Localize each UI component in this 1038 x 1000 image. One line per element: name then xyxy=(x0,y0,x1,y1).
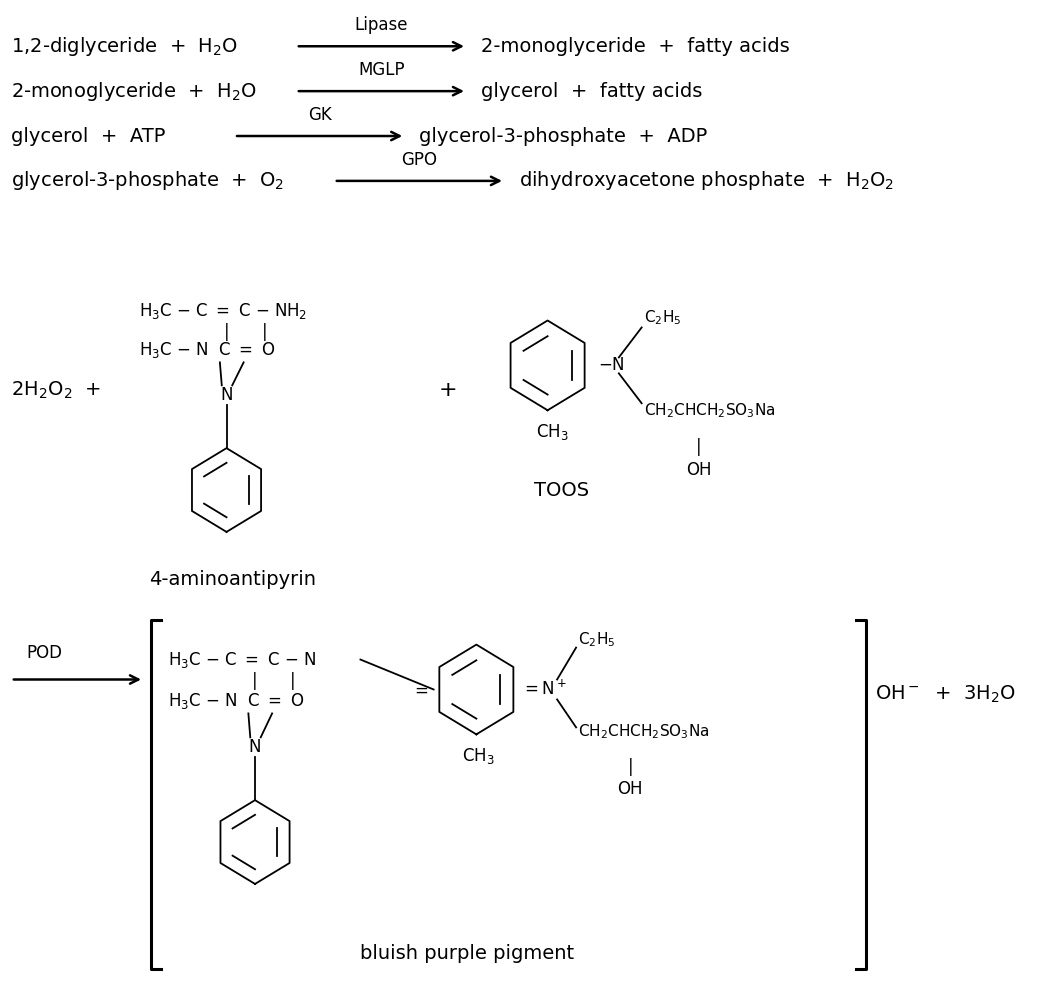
Text: +: + xyxy=(438,380,457,400)
Text: 2H$_2$O$_2$  +: 2H$_2$O$_2$ + xyxy=(10,380,101,401)
Text: H$_3$C $-$ C $=$ C $-$ NH$_2$: H$_3$C $-$ C $=$ C $-$ NH$_2$ xyxy=(139,301,307,321)
Text: 4-aminoantipyrin: 4-aminoantipyrin xyxy=(148,570,316,589)
Text: CH$_3$: CH$_3$ xyxy=(537,422,569,442)
Text: glycerol-3-phosphate  +  O$_2$: glycerol-3-phosphate + O$_2$ xyxy=(10,169,283,192)
Text: 2-monoglyceride  +  fatty acids: 2-monoglyceride + fatty acids xyxy=(481,37,790,56)
Text: CH$_2$CHCH$_2$SO$_3$Na: CH$_2$CHCH$_2$SO$_3$Na xyxy=(578,722,710,741)
Text: H$_3$C $-$ C $=$ C $-$ N: H$_3$C $-$ C $=$ C $-$ N xyxy=(167,650,316,670)
Text: H$_3$C $-$ N  C $=$ O: H$_3$C $-$ N C $=$ O xyxy=(167,691,304,711)
Text: CH$_3$: CH$_3$ xyxy=(462,746,495,766)
Text: |: | xyxy=(627,758,633,776)
Text: 2-monoglyceride  +  H$_2$O: 2-monoglyceride + H$_2$O xyxy=(10,80,256,103)
Text: glycerol  +  fatty acids: glycerol + fatty acids xyxy=(481,82,703,101)
Text: bluish purple pigment: bluish purple pigment xyxy=(360,944,574,963)
Text: |: | xyxy=(252,672,257,690)
Text: 1,2-diglyceride  +  H$_2$O: 1,2-diglyceride + H$_2$O xyxy=(10,35,238,58)
Text: POD: POD xyxy=(26,644,62,662)
Text: C$_2$H$_5$: C$_2$H$_5$ xyxy=(578,630,616,649)
Text: |: | xyxy=(224,323,229,341)
Text: GK: GK xyxy=(307,106,331,124)
Text: OH: OH xyxy=(686,461,711,479)
Text: C$_2$H$_5$: C$_2$H$_5$ xyxy=(644,308,681,327)
Text: $=$N$^+$: $=$N$^+$ xyxy=(521,680,567,699)
Text: CH$_2$CHCH$_2$SO$_3$Na: CH$_2$CHCH$_2$SO$_3$Na xyxy=(644,401,775,420)
Text: N: N xyxy=(249,738,262,756)
Text: glycerol-3-phosphate  +  ADP: glycerol-3-phosphate + ADP xyxy=(419,127,708,146)
Text: |: | xyxy=(291,672,296,690)
Text: dihydroxyacetone phosphate  +  H$_2$O$_2$: dihydroxyacetone phosphate + H$_2$O$_2$ xyxy=(519,169,894,192)
Text: |: | xyxy=(695,438,702,456)
Text: GPO: GPO xyxy=(402,151,437,169)
Text: $=$: $=$ xyxy=(411,680,429,698)
Text: MGLP: MGLP xyxy=(358,61,405,79)
Text: |: | xyxy=(262,323,268,341)
Text: TOOS: TOOS xyxy=(535,481,590,500)
Text: H$_3$C $-$ N  C $=$ O: H$_3$C $-$ N C $=$ O xyxy=(139,340,275,360)
Text: Lipase: Lipase xyxy=(355,16,408,34)
Text: OH: OH xyxy=(618,780,643,798)
Text: OH$^-$  +  3H$_2$O: OH$^-$ + 3H$_2$O xyxy=(875,684,1016,705)
Text: $-$N: $-$N xyxy=(598,356,625,374)
Text: glycerol  +  ATP: glycerol + ATP xyxy=(10,127,165,146)
Text: N: N xyxy=(220,386,233,404)
